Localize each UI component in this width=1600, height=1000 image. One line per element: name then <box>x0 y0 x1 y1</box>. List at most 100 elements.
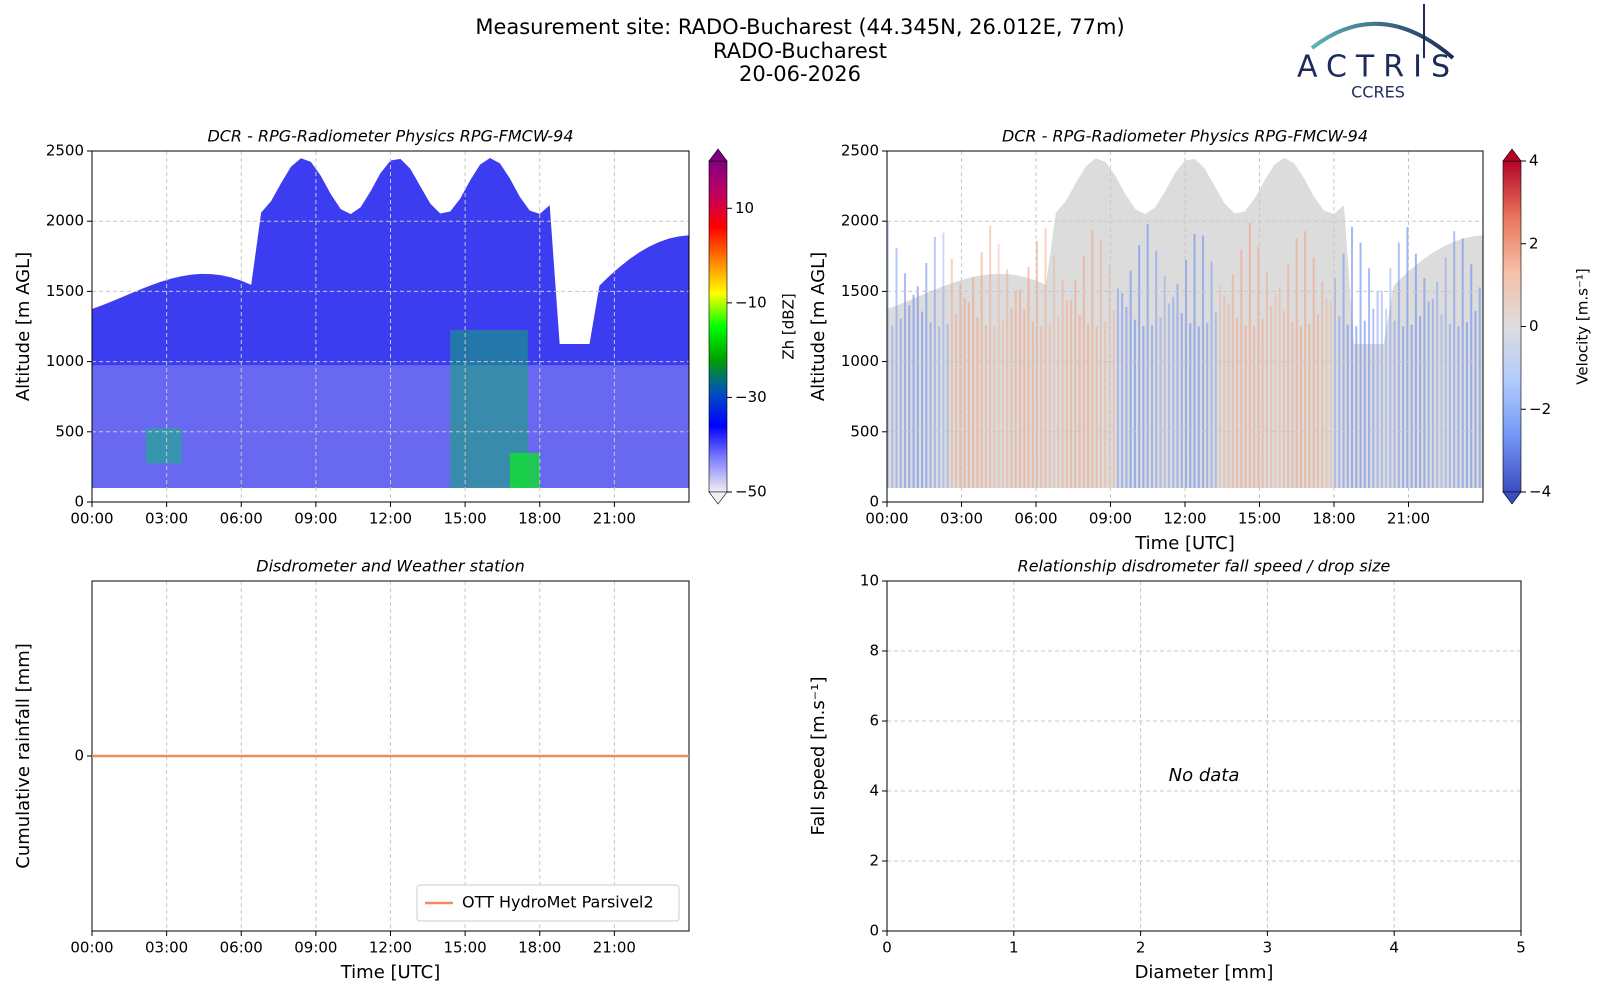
y-tick-label: 0 <box>869 493 879 511</box>
radar-stripe <box>1001 320 1004 502</box>
radar-stripe <box>1265 272 1268 502</box>
radar-stripe <box>1036 241 1038 502</box>
radar-stripe <box>1231 274 1234 502</box>
radar-stripe <box>895 248 898 502</box>
y-tick-label: 500 <box>850 422 879 440</box>
radar-stripe <box>1376 290 1379 502</box>
radar-stripe <box>1248 222 1251 502</box>
radar-stripe <box>1099 239 1102 502</box>
x-tick-label: 2 <box>1136 939 1146 957</box>
x-tick-label: 18:00 <box>518 939 561 957</box>
y-tick-label: 500 <box>55 422 84 440</box>
figure-date: 20-06-2026 <box>739 62 861 86</box>
y-tick-label: 2000 <box>46 212 84 230</box>
radar-stripe <box>1214 312 1217 502</box>
radar-stripe <box>1133 319 1136 502</box>
y-tick-label: 2000 <box>841 212 879 230</box>
colorbar-label: Zh [dBZ] <box>780 293 798 359</box>
radar-stripe <box>1061 279 1064 502</box>
radar-stripe <box>1018 289 1021 502</box>
radar-stripe <box>1053 254 1056 502</box>
radar-stripe <box>959 282 962 502</box>
x-tick-label: 21:00 <box>593 939 636 957</box>
radar-stripe <box>1163 275 1166 502</box>
radar-stripe <box>1210 261 1213 502</box>
radar-stripe <box>1193 234 1196 502</box>
radar-stripe <box>891 325 894 502</box>
colorbar-tick-label: 10 <box>735 199 754 217</box>
radar-stripe <box>1321 281 1324 502</box>
radar-stripe <box>1155 250 1158 502</box>
radar-stripe <box>1355 326 1358 502</box>
y-tick-label: 2500 <box>46 142 84 160</box>
legend-label: OTT HydroMet Parsivel2 <box>462 893 654 912</box>
radar-stripe <box>1423 278 1426 502</box>
radar-stripe <box>1138 245 1141 502</box>
radar-stripe <box>1206 322 1209 502</box>
radar-stripe <box>1278 287 1281 502</box>
x-tick-label: 06:00 <box>1014 510 1057 528</box>
x-tick-label: 15:00 <box>1238 510 1281 528</box>
radar-stripe <box>1014 291 1017 502</box>
logo-arc <box>1310 21 1455 60</box>
x-axis-label: Time [UTC] <box>1134 533 1235 554</box>
x-tick-label: 09:00 <box>294 510 337 528</box>
radar-stripe <box>980 252 983 502</box>
radar-stripe <box>1372 308 1375 502</box>
radar-stripe <box>938 326 941 502</box>
x-tick-label: 15:00 <box>444 510 487 528</box>
colorbar-tick-label: −30 <box>735 388 767 406</box>
radar-stripe <box>946 323 949 502</box>
x-tick-label: 3 <box>1263 939 1273 957</box>
subplot-title: Relationship disdrometer fall speed / dr… <box>1018 557 1391 576</box>
radar-stripe <box>1116 288 1119 502</box>
logo: ACTRIS CCRES <box>1297 4 1455 102</box>
radar-stripe <box>1316 314 1319 502</box>
radar-stripe <box>993 326 996 502</box>
radar-stripe <box>1351 226 1354 502</box>
colorbar-tick-label: −2 <box>1529 400 1551 418</box>
x-tick-label: 09:00 <box>1089 510 1132 528</box>
radar-stripe <box>1478 287 1481 502</box>
radar-stripe <box>1346 324 1349 502</box>
radar-stripe <box>1470 264 1473 502</box>
radar-stripe <box>1440 314 1443 502</box>
radar-stripe <box>1180 313 1183 502</box>
radar-stripe <box>1074 280 1077 502</box>
colorbar-label: Velocity [m.s⁻¹] <box>1574 268 1592 384</box>
radar-stripe <box>1270 306 1273 502</box>
radar-stripe <box>955 313 958 502</box>
y-tick-label: 2 <box>869 852 879 870</box>
radar-stripe <box>1150 325 1153 502</box>
radar-stripe <box>942 232 945 502</box>
radar-stripe <box>1329 301 1332 502</box>
x-tick-label: 00:00 <box>865 510 908 528</box>
radar-stripe <box>1402 326 1405 502</box>
radar-stripe <box>1261 319 1264 502</box>
y-tick-label: 8 <box>869 642 879 660</box>
radar-stripe <box>1385 308 1388 502</box>
x-tick-label: 4 <box>1389 939 1399 957</box>
figure-title: Measurement site: RADO-Bucharest (44.345… <box>475 15 1124 39</box>
radar-stripe <box>1027 266 1030 502</box>
radar-stripe <box>1057 315 1060 502</box>
radar-stripe <box>1338 316 1341 502</box>
radar-stripe <box>989 225 992 502</box>
radar-stripe <box>1299 326 1302 502</box>
x-tick-label: 5 <box>1516 939 1526 957</box>
radar-stripe <box>1453 231 1456 502</box>
radar-stripe <box>1219 285 1222 502</box>
x-tick-label: 03:00 <box>145 939 188 957</box>
radar-stripe <box>933 236 936 502</box>
x-tick-label: 00:00 <box>70 510 113 528</box>
radar-stripe <box>1457 326 1460 502</box>
colorbar-extend <box>1502 491 1522 505</box>
radar-stripe <box>904 273 907 502</box>
radar-stripe <box>950 259 953 502</box>
radar-stripe <box>1189 323 1192 502</box>
radar-stripe <box>1108 265 1111 502</box>
y-tick-label: 1000 <box>46 352 84 370</box>
radar-stripe <box>1044 228 1047 502</box>
radar-stripe <box>997 243 1000 502</box>
radar-stripe <box>1461 238 1464 502</box>
